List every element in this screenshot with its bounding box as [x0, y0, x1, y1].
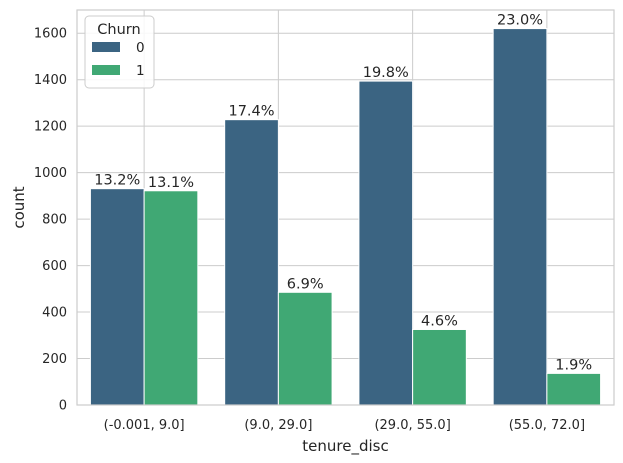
plot-frame	[76, 9, 615, 406]
bar-series-0	[492, 28, 548, 406]
bar-value-label: 1.9%	[555, 357, 592, 373]
bar-value-label: 17.4%	[228, 104, 274, 120]
y-tick-label: 1400	[34, 73, 67, 88]
bar-value-label: 6.9%	[287, 276, 324, 292]
x-axis-ticks: (-0.001, 9.0] (9.0, 29.0] (29.0, 55.0] (55.…	[104, 418, 585, 433]
y-tick-label: 600	[42, 259, 67, 274]
bar-labels: 13.2% 17.4% 19.8% 23.0% 13.1% 6.9% 4.6% 1.9%	[94, 13, 592, 374]
y-tick-label: 1600	[34, 27, 67, 42]
y-axis-label: count	[10, 186, 28, 228]
bar-value-label: 13.2%	[94, 173, 140, 189]
bar-series-1	[546, 372, 602, 406]
y-tick-label: 800	[42, 213, 67, 228]
bar-series-1	[277, 291, 333, 406]
bar-series-0	[224, 119, 279, 406]
legend-title: Churn	[97, 22, 140, 38]
y-tick-label: 0	[59, 399, 67, 414]
y-tick-label: 1200	[34, 120, 67, 135]
x-tick-label: (-0.001, 9.0]	[104, 418, 185, 433]
legend-entry-label: 1	[136, 63, 145, 79]
bar-series-1	[412, 328, 467, 406]
bar-value-label: 13.1%	[148, 175, 194, 191]
y-tick-label: 1000	[34, 166, 67, 181]
y-axis-ticks: 0 200 400 600 800 1000 1200 1400 1600	[34, 27, 67, 414]
bar-series-0	[89, 188, 145, 406]
bar-series-0	[358, 80, 414, 406]
x-tick-label: (29.0, 55.0]	[374, 418, 450, 433]
bar-value-label: 23.0%	[497, 13, 543, 29]
legend: Churn 0 1	[84, 15, 155, 89]
x-tick-label: (55.0, 72.0]	[509, 418, 585, 433]
bar-series-1	[143, 190, 199, 406]
legend-entry-label: 0	[136, 40, 145, 56]
x-axis-label: tenure_disc	[302, 437, 388, 456]
legend-swatch	[92, 42, 120, 52]
bars	[89, 28, 602, 406]
y-tick-label: 400	[42, 306, 67, 321]
bar-value-label: 4.6%	[421, 313, 458, 329]
y-tick-label: 200	[42, 352, 67, 367]
legend-swatch	[92, 65, 120, 75]
x-tick-label: (9.0, 29.0]	[244, 418, 312, 433]
bar-value-label: 19.8%	[363, 65, 409, 81]
